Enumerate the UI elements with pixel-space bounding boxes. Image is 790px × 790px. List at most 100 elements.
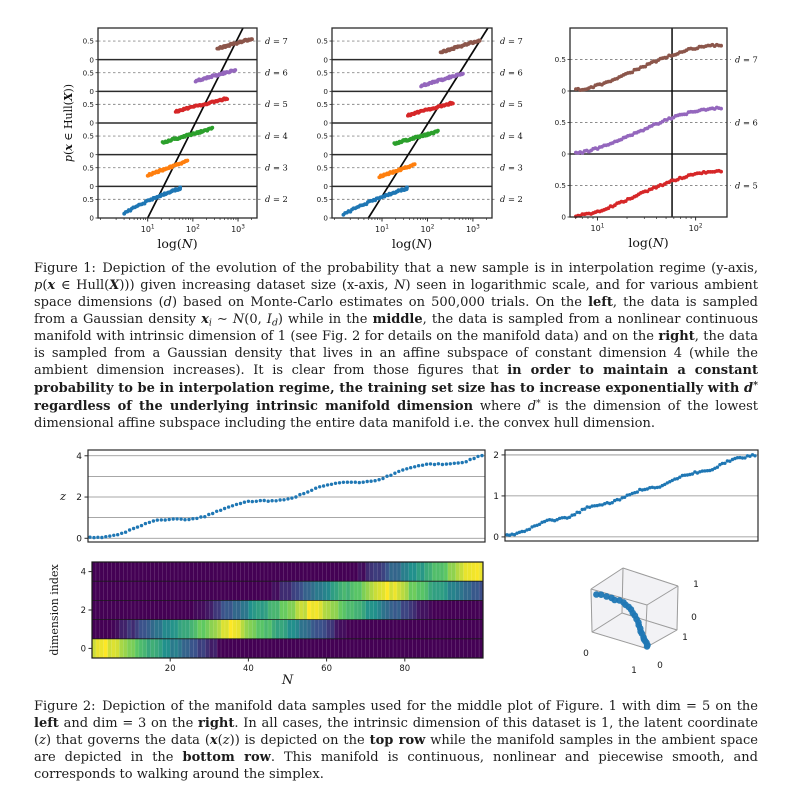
svg-text:0: 0 [89,87,94,96]
caption-text: where [473,399,528,415]
series-d=3 [145,158,190,178]
series-d=6 [193,68,238,84]
caption-text: d [527,399,537,415]
svg-text:102: 102 [421,225,435,235]
figure1-caption: Figure 1: Depiction of the evolution of … [34,261,758,433]
svg-text:1: 1 [682,633,688,643]
svg-text:0.5: 0.5 [317,100,328,109]
svg-text:102: 102 [186,225,200,235]
series-d=5 [173,96,230,114]
svg-text:d = 6: d = 6 [265,68,288,78]
caption-text: . In all cases, the intrinsic dimension … [34,715,758,748]
svg-text:40: 40 [243,664,254,674]
caption-text: (0, [244,311,267,327]
svg-text:d = 4: d = 4 [265,131,288,141]
panel-curve-d=7 [574,42,723,92]
svg-text:0.5: 0.5 [83,100,94,109]
svg-text:0: 0 [323,55,328,64]
fig1-right-plot: d = 7 0.5 0 d = 6 0.5 0 d = 5 0.5 0 101 102 log(N) [555,27,758,250]
caption-text: regardless of the underlying intrinsic m… [34,399,474,415]
svg-text:0: 0 [89,214,94,223]
caption-text: * [753,379,758,391]
svg-text:4: 4 [81,568,86,578]
series-d=4 [160,125,215,145]
caption-text: . This manifold is continuous, nonlinear… [34,749,758,782]
caption-text: d [163,294,172,310]
svg-text:80: 80 [399,664,410,674]
caption-text: right [198,715,235,731]
svg-text:0: 0 [323,150,328,159]
series-d=7 [215,37,254,51]
svg-text:0: 0 [323,182,328,191]
svg-text:2: 2 [81,606,86,616]
svg-text:log(N): log(N) [392,236,432,251]
svg-text:20: 20 [165,664,176,674]
fig1-left-plot: d = 2 0.5 0 d = 3 0.5 0 d = 4 0.5 0 d = 5 0.5 0 d = … [62,27,288,251]
svg-text:103: 103 [231,225,245,235]
caption-text: i [208,317,212,328]
series-d=3 [377,162,417,180]
svg-text:0.5: 0.5 [83,68,94,77]
caption-text: ) that governs the data ( [45,732,210,748]
svg-text:1: 1 [693,580,699,590]
svg-text:4: 4 [76,452,82,462]
figure2-caption: Figure 2: Depiction of the manifold data… [34,699,758,783]
series-d=4 [392,128,440,146]
caption-text: left [588,294,613,310]
svg-text:101: 101 [141,225,155,235]
caption-text: N [394,277,406,293]
caption-text: right [658,329,695,345]
caption-text: Depiction of the manifold data samples u… [102,699,758,714]
svg-text:d = 7: d = 7 [735,54,758,64]
svg-text:0.5: 0.5 [83,37,94,46]
caption-text: left [34,715,59,731]
caption-text: ( [217,732,223,748]
fig1-middle-plot: d = 2 0.5 0 d = 3 0.5 0 d = 4 0.5 0 d = 5 0.5 0 d = … [317,27,523,251]
caption-text: , the data is sampled from a Gaussian de… [34,294,758,327]
svg-text:p(x ∈ Hull(X)): p(x ∈ Hull(X)) [62,84,75,162]
svg-text:0: 0 [89,55,94,64]
svg-text:log(N): log(N) [628,235,668,250]
panel-curve-d=5 [574,168,723,219]
caption-text: Figure 2: [34,699,103,714]
svg-text:0.5: 0.5 [83,195,94,204]
caption-text: x [201,311,209,327]
svg-text:d = 5: d = 5 [265,99,288,109]
caption-text: X [109,277,120,293]
caption-text: ) is depicted on the [234,732,370,748]
caption-text: N [232,311,245,327]
caption-text: , the data is sampled from a Gaussian de… [34,329,758,378]
caption-text: z [39,732,46,748]
fig2-latent-right-plot: 0 1 2 [493,449,759,543]
caption-text: d [744,381,754,397]
caption-text: is the dimension of the lowest dimension… [34,399,758,432]
svg-text:0: 0 [493,533,499,543]
svg-text:102: 102 [689,224,703,234]
caption-text: ∈ Hull( [55,277,110,293]
svg-text:2: 2 [493,451,499,461]
svg-text:0.5: 0.5 [555,181,566,190]
caption-text: and dim = 3 on the [58,715,199,731]
svg-text:0: 0 [561,150,566,159]
svg-text:N: N [281,673,294,688]
svg-text:0: 0 [89,182,94,191]
figure1-plots: d = 2 0.5 0 d = 3 0.5 0 d = 4 0.5 0 d = 5 0.5 0 d = … [62,27,758,251]
svg-text:d = 6: d = 6 [500,68,523,78]
svg-text:dimension index: dimension index [48,564,61,656]
caption-text: x [47,277,56,293]
svg-text:d = 3: d = 3 [500,163,523,173]
caption-text: ∼ [211,311,233,327]
svg-text:0.5: 0.5 [555,55,566,64]
caption-text: top row [369,732,426,748]
series-d=6 [419,71,465,89]
svg-text:d = 5: d = 5 [735,180,758,190]
svg-text:0.5: 0.5 [317,195,328,204]
caption-text: Figure 1: [34,261,103,276]
caption-text: x [209,732,218,748]
svg-text:0: 0 [76,534,82,544]
svg-text:d = 2: d = 2 [265,194,288,204]
svg-text:d = 4: d = 4 [500,131,523,141]
